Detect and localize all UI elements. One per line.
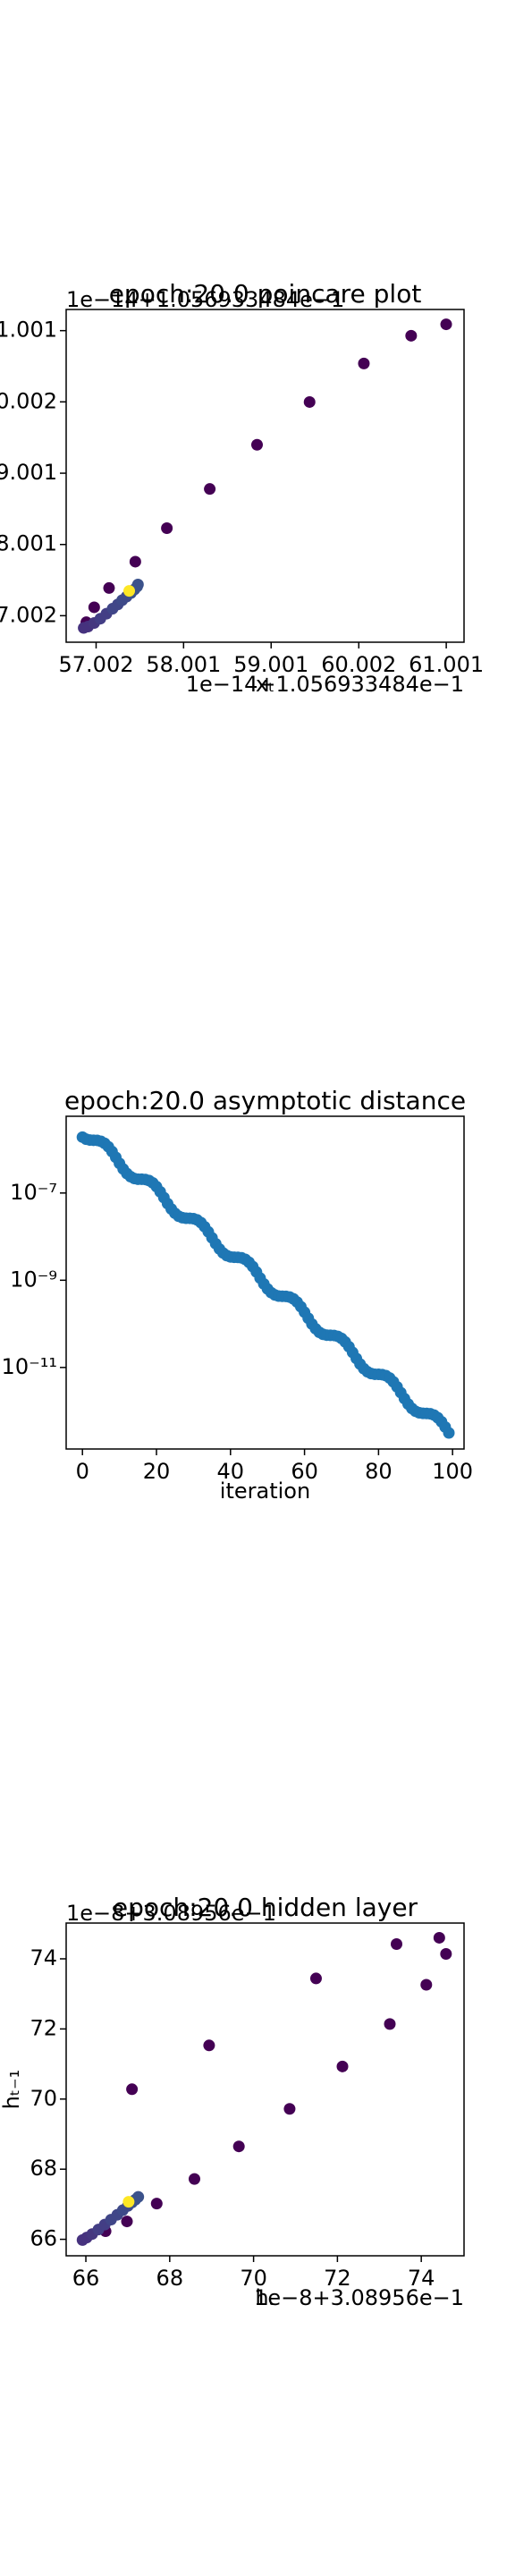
point bbox=[161, 521, 173, 534]
axes-frame bbox=[65, 1115, 465, 1450]
x-tick-label: 58.001 bbox=[146, 652, 221, 677]
x-tick-label: 0 bbox=[76, 1459, 89, 1484]
x-tick-label: 40 bbox=[217, 1459, 245, 1484]
y-offset-text: 1e−8+3.08956e−1 bbox=[66, 1901, 276, 1926]
point bbox=[303, 395, 316, 408]
y-tick-label: 10⁻¹¹ bbox=[2, 1354, 57, 1379]
x-tick-label: 68 bbox=[156, 2266, 184, 2291]
y-tick-label: 68 bbox=[30, 2156, 57, 2181]
y-tick-label: 70 bbox=[30, 2086, 57, 2111]
point bbox=[358, 357, 370, 369]
x-tick-label: 20 bbox=[143, 1459, 171, 1484]
x-tick-label: 80 bbox=[365, 1459, 393, 1484]
x-tick-label: 100 bbox=[432, 1459, 473, 1484]
point bbox=[122, 2196, 135, 2208]
x-tick-label: 72 bbox=[324, 2266, 351, 2291]
x-offset-text: 1e−8+3.08956e−1 bbox=[254, 2285, 464, 2310]
y-tick-label: 72 bbox=[30, 2015, 57, 2040]
x-offset-text: 1e−14+1.056933484e−1 bbox=[186, 672, 464, 697]
y-tick-label: 66 bbox=[30, 2226, 57, 2251]
y-tick-label: 59.001 bbox=[0, 460, 57, 485]
x-tick-label: 60 bbox=[291, 1459, 318, 1484]
x-axis-label: iteration bbox=[220, 1479, 310, 1504]
y-axis-label: hₜ₋₁ bbox=[0, 2070, 24, 2110]
point bbox=[188, 2173, 200, 2185]
point bbox=[440, 1947, 452, 1960]
point bbox=[203, 2039, 215, 2052]
point bbox=[309, 1972, 322, 1985]
point bbox=[283, 2103, 296, 2115]
point bbox=[336, 2060, 349, 2072]
y-offset-text: 1e−14+1.056933484e−1 bbox=[66, 287, 344, 312]
point bbox=[384, 2018, 396, 2030]
chart-title: epoch:20.0 asymptotic distance bbox=[64, 1086, 466, 1115]
point bbox=[88, 601, 100, 614]
y-tick-label: 10⁻⁷ bbox=[10, 1180, 57, 1205]
x-axis-label: xₜ bbox=[256, 672, 274, 697]
x-tick-label: 60.002 bbox=[321, 652, 396, 677]
x-tick-label: 70 bbox=[240, 2266, 267, 2291]
point bbox=[129, 555, 141, 568]
y-tick-label: 58.001 bbox=[0, 531, 57, 556]
point bbox=[405, 329, 418, 342]
y-tick-label: 74 bbox=[30, 1945, 57, 1970]
point bbox=[391, 1938, 403, 1951]
x-tick-label: 61.001 bbox=[409, 652, 484, 677]
axes-frame bbox=[65, 309, 465, 643]
chart-title: epoch:20.0 poincare plot bbox=[109, 279, 422, 309]
point bbox=[132, 2190, 145, 2203]
chart-title: epoch:20.0 hidden layer bbox=[113, 1893, 418, 1922]
point bbox=[103, 581, 115, 594]
point bbox=[150, 2198, 163, 2210]
point bbox=[121, 2216, 133, 2228]
y-tick-label: 57.002 bbox=[0, 602, 57, 627]
x-tick-label: 74 bbox=[408, 2266, 435, 2291]
point bbox=[131, 578, 144, 590]
point bbox=[126, 2083, 139, 2096]
point bbox=[420, 1979, 433, 1991]
point bbox=[433, 1931, 445, 1944]
x-tick-label: 66 bbox=[72, 2266, 100, 2291]
y-tick-label: 61.001 bbox=[0, 318, 57, 343]
axes-frame bbox=[65, 1922, 465, 2257]
point bbox=[443, 1427, 455, 1439]
x-tick-label: 59.001 bbox=[233, 652, 308, 677]
x-axis-label: hₜ bbox=[255, 2285, 274, 2310]
point bbox=[232, 2140, 245, 2153]
point bbox=[204, 483, 216, 496]
point bbox=[250, 438, 263, 451]
y-tick-label: 10⁻⁹ bbox=[10, 1267, 57, 1292]
point bbox=[123, 585, 136, 597]
x-tick-label: 57.002 bbox=[59, 652, 134, 677]
y-tick-label: 60.002 bbox=[0, 388, 57, 413]
point bbox=[440, 318, 452, 331]
